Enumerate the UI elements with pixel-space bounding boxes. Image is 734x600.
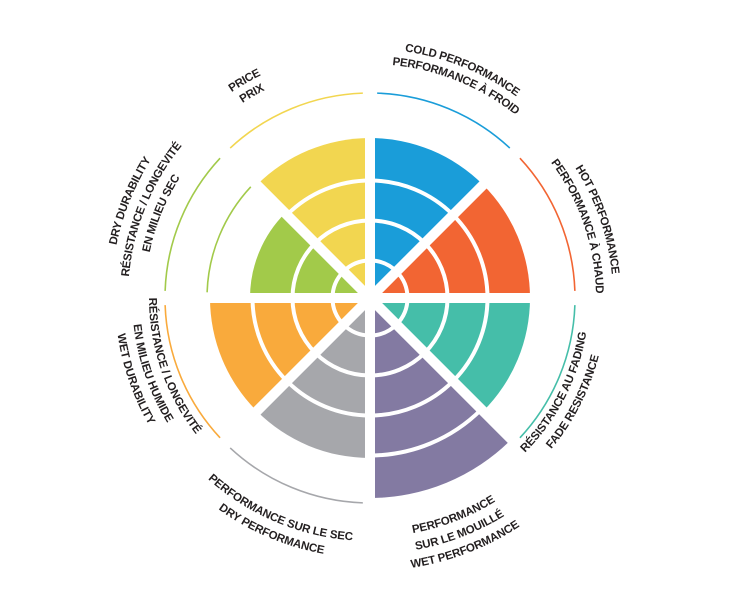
ring-separator [423, 241, 450, 299]
wedge-1 [370, 184, 530, 298]
outer-arc [377, 92, 511, 149]
ring-separator [369, 407, 483, 458]
ring-separator [313, 351, 371, 378]
outer-arc [229, 447, 363, 504]
wedge-7 [256, 138, 370, 298]
ring-separator [451, 213, 490, 299]
separators [155, 83, 585, 513]
ring-separator [369, 351, 427, 378]
outer-arc [229, 92, 363, 149]
sector-gap [214, 142, 526, 454]
ring-separator [250, 297, 289, 383]
outer-arcs [164, 92, 576, 504]
ring-separator [369, 218, 427, 245]
ring-separator [313, 218, 371, 245]
ring-separator [369, 379, 455, 418]
outer-arc [519, 157, 576, 291]
outer-arc [164, 305, 221, 439]
ring-separator [451, 297, 490, 383]
ring-separator [290, 241, 317, 299]
wedge-2 [370, 298, 530, 412]
category-label: PERFORMANCE À CHAUD [548, 157, 605, 293]
ring-separator [285, 379, 371, 418]
wedge-0 [370, 138, 484, 298]
ring-separator [369, 178, 455, 217]
wedge-4 [256, 298, 370, 458]
ring-separator [423, 297, 450, 355]
category-label-line: RÉSISTANCE / LONGEVITÉ [146, 298, 204, 437]
wedge-3 [370, 298, 512, 498]
outer-arc [164, 157, 221, 291]
outer-arc [206, 186, 252, 293]
outer-arc [519, 305, 576, 439]
category-label: RÉSISTANCE / LONGEVITÉ [146, 298, 204, 437]
wedges [210, 138, 530, 498]
ring-separator [285, 178, 371, 217]
wedge-5 [210, 298, 370, 412]
ring-separator [290, 297, 317, 355]
category-label-line: PERFORMANCE À CHAUD [548, 157, 605, 293]
